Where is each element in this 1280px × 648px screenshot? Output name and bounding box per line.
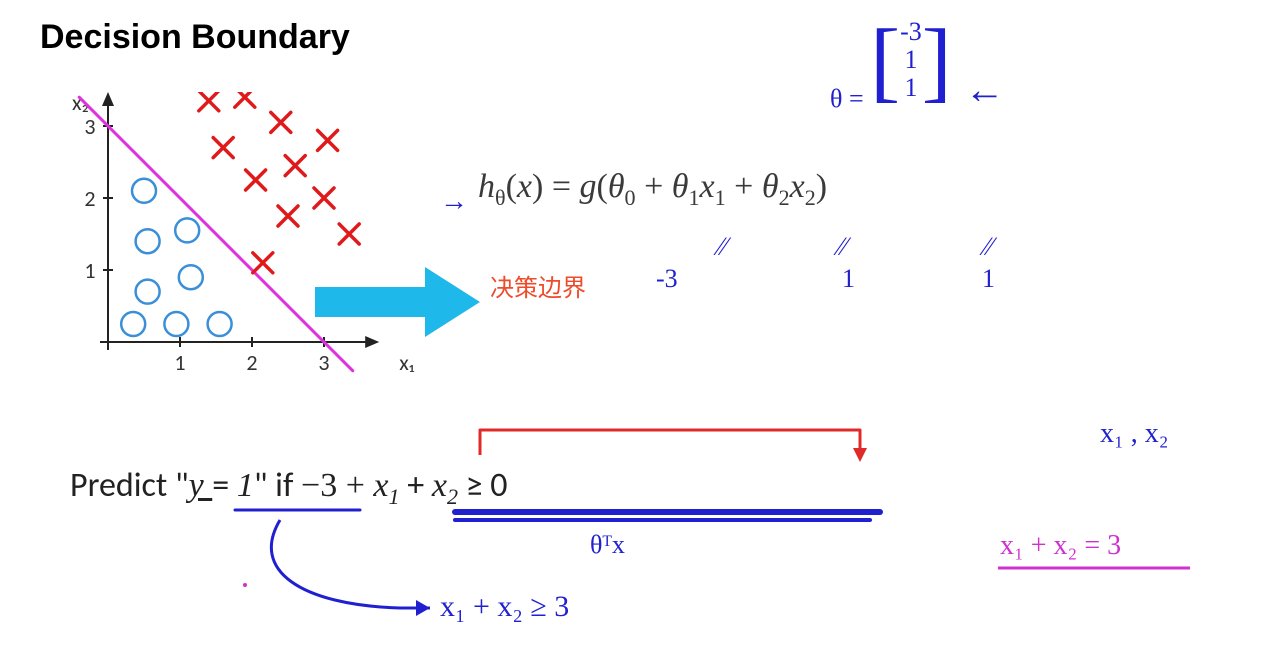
theta-transpose-x: θᵀx: [590, 530, 625, 560]
magenta-equation: x₁ + x₂ = 3: [1000, 530, 1121, 562]
bottom-inequality: x₁ + x₂ ≥ 3: [440, 590, 569, 624]
x1-x2-note: x₁ , x₂: [1100, 418, 1169, 450]
